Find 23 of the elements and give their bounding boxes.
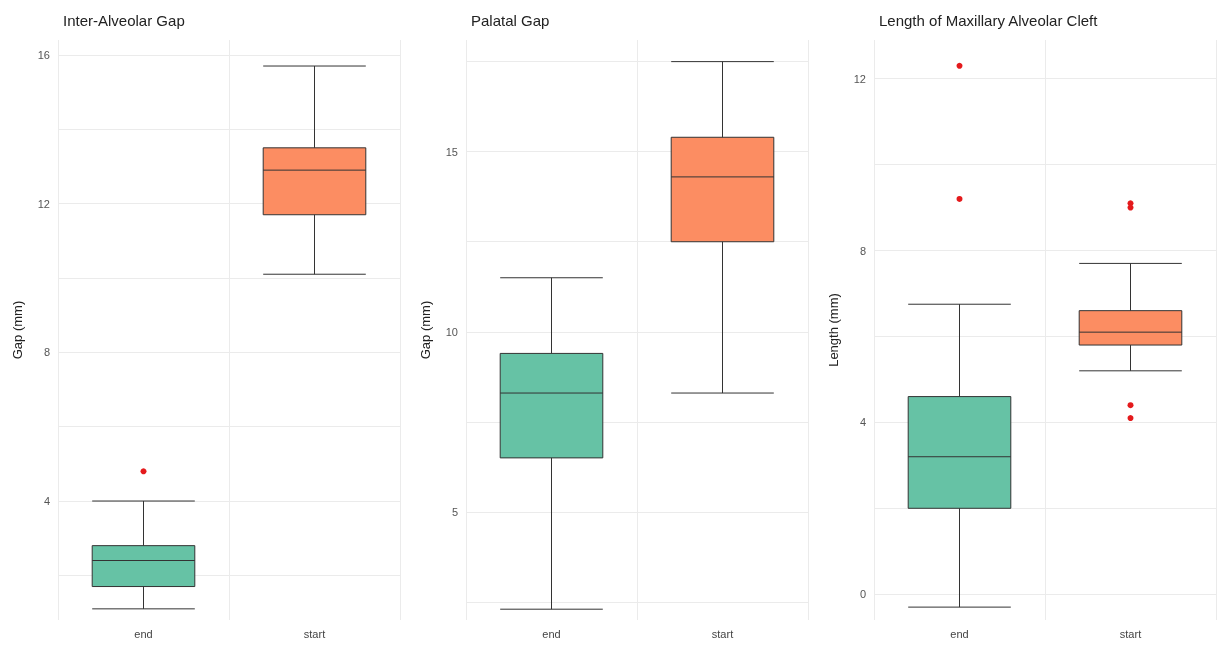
y-tick-label: 12 xyxy=(37,197,50,210)
y-tick-label: 0 xyxy=(859,588,866,601)
x-tick-label: end xyxy=(542,627,561,640)
x-tick-label: start xyxy=(711,627,734,640)
y-tick-label: 15 xyxy=(445,145,458,158)
x-tick-label: end xyxy=(134,627,153,640)
x-tick-label: start xyxy=(303,627,326,640)
chart-title: Palatal Gap xyxy=(471,12,550,29)
y-tick-label: 5 xyxy=(451,505,458,518)
y-tick-label: 12 xyxy=(853,72,866,85)
y-tick-label: 4 xyxy=(43,495,50,508)
chart-title: Length of Maxillary Alveolar Cleft xyxy=(879,12,1099,29)
x-tick-label: end xyxy=(950,627,969,640)
y-tick-label: 4 xyxy=(859,416,866,429)
y-tick-label: 8 xyxy=(859,244,866,257)
y-tick-label: 16 xyxy=(37,48,50,61)
y-axis-title: Gap (mm) xyxy=(418,300,433,360)
y-axis-title: Length (mm) xyxy=(826,293,841,367)
y-tick-label: 10 xyxy=(445,325,458,338)
y-tick-label: 8 xyxy=(43,346,50,359)
x-tick-label: start xyxy=(1119,627,1142,640)
y-axis-title: Gap (mm) xyxy=(10,300,25,360)
chart-title: Inter-Alveolar Gap xyxy=(63,12,185,29)
